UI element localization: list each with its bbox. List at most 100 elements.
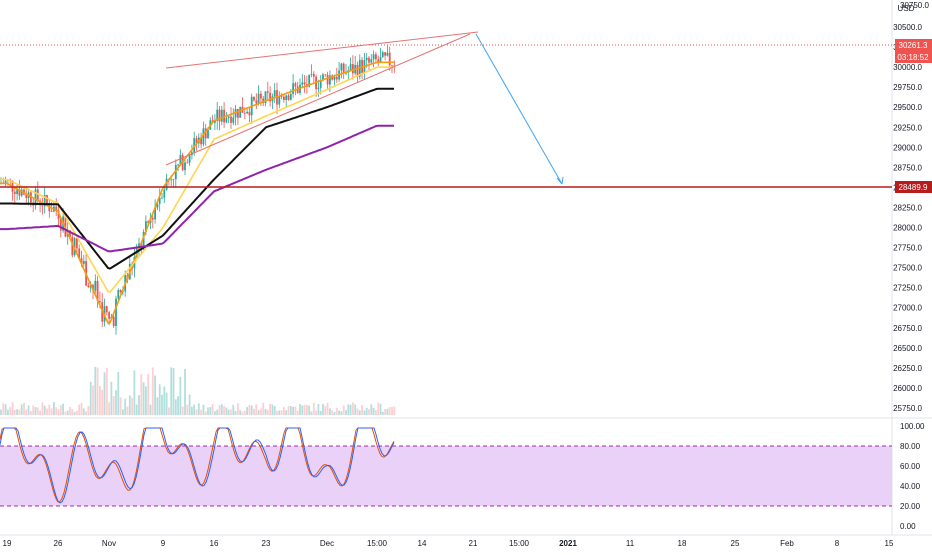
volume-bar [87, 405, 90, 415]
volume-bar [0, 409, 2, 415]
volume-bar [248, 405, 251, 415]
volume-bar [287, 406, 290, 415]
volume-bar [273, 406, 276, 415]
volume-bar [324, 405, 327, 415]
candle-body [170, 179, 173, 181]
volume-bar [154, 375, 156, 415]
volume-bar [361, 404, 363, 415]
candle-body [177, 164, 179, 166]
price-tick-label: 30500.0 [893, 23, 922, 32]
time-tick-label: 15:00 [509, 539, 530, 548]
volume-bar [119, 397, 122, 415]
volume-bar [149, 404, 152, 415]
candle-body [214, 120, 216, 123]
candle-body [388, 52, 391, 66]
candle-body [319, 80, 322, 88]
candle-body [283, 96, 285, 101]
stochastic-band [0, 446, 892, 506]
candle-body [340, 63, 343, 71]
candle-body [349, 64, 352, 71]
wedge-upper-line[interactable] [165, 31, 479, 69]
time-tick-label: Dec [320, 539, 334, 548]
stochastic-lines [0, 427, 395, 504]
volume-bar [209, 407, 212, 415]
volume-bar [96, 367, 99, 415]
candle-body [43, 194, 46, 207]
volume-bar [168, 407, 170, 415]
volume-bar [53, 402, 55, 415]
candle-body [230, 116, 232, 123]
candle-body [25, 194, 28, 199]
time-axis[interactable]: 19 26 Nov 9 16 23 Dec 15:00 14 21 15:00 2021 11 18 25 F… [3, 539, 894, 548]
volume-bar [64, 411, 67, 415]
price-tick-label: 29250.0 [893, 123, 922, 132]
price-tick-label: 25750.0 [893, 404, 922, 413]
candle-body [39, 200, 41, 206]
candle-body [165, 178, 168, 190]
volume-bar [237, 403, 239, 415]
volume-bar [20, 404, 23, 415]
volume-bar [48, 404, 51, 415]
volume-bar [13, 410, 16, 415]
candle-body [308, 74, 311, 87]
volume-bar [115, 390, 117, 415]
candle-body [326, 74, 329, 85]
volume-bar [370, 404, 373, 415]
volume-bar [335, 407, 338, 415]
candle-body [393, 65, 396, 67]
countdown-tag-bg [895, 51, 932, 63]
price-tick-label: 29750.0 [893, 83, 922, 92]
candle-body [94, 280, 97, 291]
moving-average-purple [0, 124, 394, 253]
volume-bar [285, 410, 288, 415]
candle-body [184, 162, 186, 171]
volume-bar [170, 367, 173, 415]
oscillator-axis[interactable]: 100.00 80.00 60.00 40.00 20.00 0.00 [900, 422, 925, 531]
volume-bar [278, 410, 281, 415]
candle-body [239, 106, 242, 118]
wedge-lower-line[interactable] [165, 33, 471, 166]
volume-bar [319, 411, 322, 415]
support-price-tag: 28489.9 [899, 183, 928, 192]
price-tick-label: 30000.0 [893, 63, 922, 72]
volume-bar [188, 394, 191, 415]
volume-bar [43, 405, 46, 415]
oscillator-tick-label: 100.00 [900, 422, 925, 431]
volume-bar [200, 409, 202, 415]
volume-bar [128, 395, 131, 415]
volume-bar [78, 404, 81, 415]
time-tick-label: 15 [885, 539, 894, 548]
volume-bar [138, 395, 140, 415]
candle-body [333, 76, 336, 80]
volume-bar [306, 404, 308, 415]
volume-bar [230, 409, 232, 415]
volume-bar [234, 411, 237, 415]
time-tick-label: Nov [102, 539, 116, 548]
volume-bar [110, 381, 113, 415]
candle-body [248, 111, 251, 116]
time-tick-label: 18 [678, 539, 687, 548]
candle-body [266, 91, 269, 93]
candle-body [55, 206, 58, 211]
volume-bar [250, 405, 253, 415]
volume-bar [71, 409, 74, 415]
price-tick-label: 29000.0 [893, 143, 922, 152]
projection-arrow-line[interactable] [475, 33, 563, 185]
candle-body [335, 76, 338, 80]
volume-bar [223, 406, 225, 415]
time-tick-label: 21 [469, 539, 478, 548]
candle-body [381, 52, 384, 57]
candle-body [368, 57, 370, 63]
volume-bars [0, 366, 396, 415]
volume-bar [271, 404, 274, 415]
main-pane[interactable] [0, 0, 892, 418]
volume-bar [379, 403, 382, 415]
volume-bar [151, 367, 154, 415]
volume-bar [80, 402, 83, 415]
candle-body [207, 129, 209, 139]
candle-body [269, 92, 271, 102]
volume-bar [207, 407, 209, 415]
volume-bar [260, 408, 262, 415]
